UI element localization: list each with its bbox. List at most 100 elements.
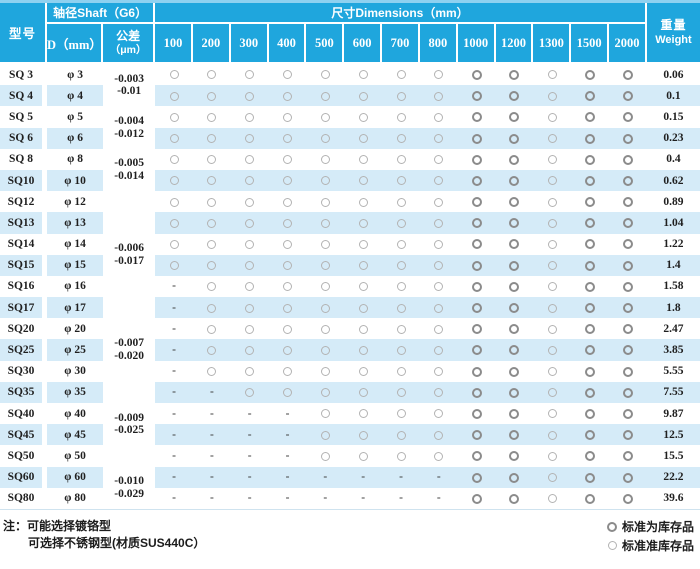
availability-cell <box>382 106 420 128</box>
not-available-dash: - <box>209 449 214 462</box>
availability-cell <box>457 381 496 403</box>
semi-stock-item-icon <box>207 155 217 165</box>
availability-cell <box>533 191 572 213</box>
availability-cell <box>571 212 610 234</box>
stock-item-icon <box>471 430 482 441</box>
availability-cell <box>495 424 534 446</box>
availability-cell <box>192 148 231 170</box>
availability-cell <box>192 254 231 276</box>
availability-cell <box>457 106 496 128</box>
not-available-dash: - <box>172 386 176 399</box>
availability-cell <box>306 212 345 234</box>
stock-item-icon <box>622 451 633 462</box>
stock-item-icon <box>471 281 482 292</box>
stock-item-icon <box>585 133 596 144</box>
legend-label-semi-stock: 标准准库存品 <box>621 538 694 553</box>
availability-cell <box>155 106 193 128</box>
stock-item-icon <box>509 69 520 80</box>
stock-item-icon <box>471 324 482 335</box>
spec-table-header: 型号 轴径Shaft（G6） 尺寸Dimensions（mm） 重量 Weigh… <box>0 3 700 64</box>
weight-cell: 39.6 <box>646 487 700 509</box>
availability-cell <box>457 445 496 467</box>
availability-cell <box>419 318 458 340</box>
availability-cell <box>155 85 193 107</box>
availability-cell: - <box>344 466 383 488</box>
availability-cell <box>533 64 572 86</box>
availability-cell <box>533 339 572 361</box>
stock-item-icon <box>622 218 633 229</box>
diameter-cell: φ 14 <box>47 233 104 255</box>
availability-cell <box>306 339 345 361</box>
availability-cell <box>306 318 345 340</box>
semi-stock-item-icon <box>547 388 557 398</box>
stock-item-icon <box>585 260 596 271</box>
model-cell: SQ35 <box>0 381 48 403</box>
availability-cell <box>306 403 345 425</box>
availability-cell <box>609 339 647 361</box>
not-available-dash: - <box>172 407 176 420</box>
availability-cell: - <box>230 424 269 446</box>
availability-cell <box>419 64 458 86</box>
semi-stock-item-icon <box>245 261 255 271</box>
availability-cell <box>306 445 345 467</box>
semi-stock-item-icon <box>434 367 444 377</box>
availability-cell <box>382 275 420 298</box>
tolerance-column-header: 公差 （μm） <box>103 24 156 64</box>
semi-stock-item-icon <box>396 409 406 419</box>
stock-item-icon <box>471 493 482 504</box>
not-available-dash: - <box>172 301 176 314</box>
availability-cell <box>306 191 345 213</box>
availability-cell <box>230 64 269 86</box>
availability-cell <box>495 487 534 509</box>
not-available-dash: - <box>172 322 176 335</box>
availability-cell <box>609 487 647 509</box>
semi-stock-item-icon <box>547 473 557 483</box>
semi-stock-item-icon <box>434 345 444 355</box>
weight-cell: 1.04 <box>646 212 700 234</box>
stock-item-icon <box>471 472 482 483</box>
availability-cell <box>495 360 534 382</box>
availability-cell <box>344 127 383 149</box>
availability-cell <box>533 487 572 509</box>
availability-cell <box>419 360 458 382</box>
diameter-cell: φ 60 <box>47 466 104 488</box>
semi-stock-item-icon <box>169 197 179 207</box>
dimension-column-header: 200 <box>192 24 231 64</box>
weight-label-en: Weight <box>655 34 692 47</box>
stock-item-icon <box>622 324 633 335</box>
not-available-dash: - <box>399 471 403 484</box>
availability-cell <box>533 297 572 319</box>
availability-cell <box>419 148 458 170</box>
availability-cell <box>495 275 534 298</box>
availability-cell: - <box>268 466 307 488</box>
semi-stock-item-icon <box>547 451 557 461</box>
diameter-cell: φ 12 <box>47 191 104 213</box>
availability-cell <box>457 297 496 319</box>
stock-item-icon <box>585 430 596 441</box>
availability-cell: - <box>306 466 345 488</box>
table-row: SQ45 φ 45 - - - - 12.5 <box>0 424 700 446</box>
semi-stock-item-icon <box>396 303 406 313</box>
availability-cell <box>419 381 458 403</box>
availability-cell: - <box>419 466 458 488</box>
availability-cell <box>571 64 610 86</box>
header-row-1: 型号 轴径Shaft（G6） 尺寸Dimensions（mm） 重量 Weigh… <box>0 3 700 64</box>
semi-stock-item-icon <box>358 388 368 398</box>
tolerance-cell: -0.010 -0.029 <box>103 466 156 509</box>
semi-stock-item-icon <box>283 91 293 101</box>
availability-cell <box>344 191 383 213</box>
availability-cell <box>419 127 458 149</box>
semi-stock-item-icon <box>283 388 293 398</box>
availability-cell <box>268 64 307 86</box>
not-available-dash: - <box>323 471 328 484</box>
availability-cell <box>571 339 610 361</box>
availability-cell <box>344 233 383 255</box>
availability-cell <box>268 169 307 192</box>
stock-item-icon <box>622 408 633 419</box>
availability-cell <box>230 212 269 234</box>
semi-stock-item-icon <box>320 197 330 207</box>
availability-cell <box>382 360 420 382</box>
availability-cell <box>382 318 420 340</box>
stock-item-icon <box>471 218 482 229</box>
